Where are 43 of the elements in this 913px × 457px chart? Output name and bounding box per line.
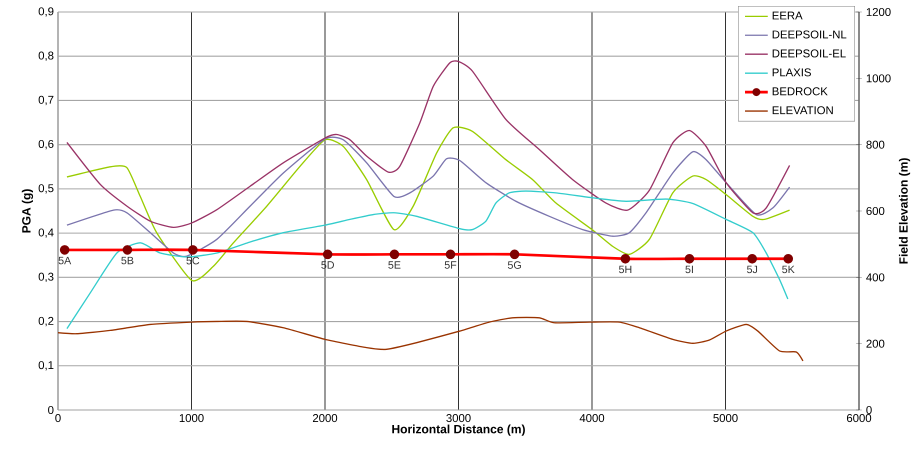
y-tick-label: 0 (48, 406, 54, 414)
annotation: 5F (444, 261, 456, 269)
y-tick-label: 0,7 (38, 96, 54, 106)
x-tick-label: 0 (55, 414, 61, 422)
y-tick-label: 0,9 (38, 7, 54, 17)
legend-label: DEEPSOIL-NL (772, 30, 846, 38)
x-tick-label: 1000 (180, 414, 204, 422)
x-tick-label: 5000 (713, 414, 738, 422)
line-series (58, 316, 804, 362)
y-tick-label: 0,4 (38, 228, 54, 238)
x-tick-label: 2000 (312, 414, 338, 422)
y2-tick-label: 1000 (866, 74, 891, 82)
y2-tick-label: 600 (866, 206, 884, 216)
legend-label: DEEPSOIL-EL (772, 49, 846, 58)
annotation: 5A (58, 256, 72, 264)
legend-label: EERA (772, 12, 803, 20)
y2-axis-title: Field Elevation (m) (898, 158, 910, 264)
y2-tick-label: 800 (866, 140, 884, 149)
y2-tick-label: 1200 (866, 8, 891, 16)
legend-label: PLAXIS (772, 68, 811, 76)
x-tick-label: 3000 (446, 414, 471, 422)
x-axis-title: Horizontal Distance (m) (392, 424, 525, 436)
annotation: 5G (508, 261, 521, 269)
y-tick-label: 0,3 (38, 272, 54, 282)
y-tick-label: 0,1 (38, 361, 54, 370)
x-tick-label: 4000 (580, 414, 604, 422)
y2-tick-label: 400 (866, 273, 884, 282)
legend-label: ELEVATION (772, 106, 833, 114)
y-tick-label: 0,6 (38, 140, 54, 150)
annotation: 5K (782, 266, 795, 274)
annotation: 5I (685, 266, 693, 274)
y-tick-label: 0,8 (38, 52, 54, 61)
annotation: 5B (121, 256, 134, 264)
y-tick-label: 0,5 (38, 184, 54, 194)
y-axis-title: PGA (g) (22, 189, 34, 233)
y2-tick-label: 200 (866, 340, 884, 348)
y2-tick-label: 0 (866, 406, 872, 414)
x-tick-label: 6000 (846, 414, 872, 422)
annotation: 5J (746, 266, 758, 274)
legend-label: BEDROCK (772, 87, 828, 96)
annotation: 5E (388, 261, 400, 269)
y-tick-label: 0,2 (38, 316, 54, 326)
annotation: 5H (618, 266, 632, 274)
